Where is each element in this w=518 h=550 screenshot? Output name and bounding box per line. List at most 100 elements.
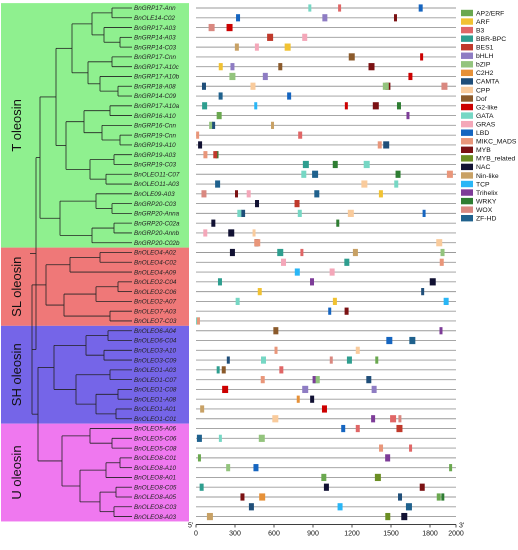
cis-element-box — [421, 288, 425, 296]
cis-element-box — [418, 4, 423, 12]
gene-label: BnOLEO5-C08 — [134, 445, 177, 452]
cis-element-box — [294, 200, 300, 208]
legend-label: GATA — [476, 113, 494, 120]
cis-element-box — [236, 14, 241, 22]
cis-element-box — [218, 92, 223, 100]
cis-element-box — [248, 503, 254, 511]
gene-label: BnGRP17-Cnn — [134, 54, 176, 61]
cis-element-box — [332, 297, 337, 305]
legend-swatch — [461, 18, 473, 25]
gene-label: BnOLE09-A03 — [134, 191, 175, 198]
gene-label: BnOLEO1-A08 — [134, 396, 177, 403]
cis-element-box — [196, 434, 202, 442]
gene-label: BnOLEO8-A03 — [134, 514, 177, 521]
cis-element-box — [371, 415, 376, 423]
gene-label: BnGRP19-Cnn — [134, 132, 176, 139]
cis-element-box — [321, 405, 327, 413]
cis-element-box — [361, 180, 368, 188]
cis-element-box — [401, 512, 408, 521]
cis-element-box — [344, 307, 349, 315]
cis-element-box — [196, 317, 200, 325]
cis-element-box — [347, 209, 354, 217]
cis-element-box — [310, 278, 315, 286]
cis-element-box — [296, 395, 300, 403]
cis-element-box — [312, 376, 316, 384]
position-axis: 0 300 600 900 1200 1500 1800 2000 5' 3' — [188, 523, 464, 538]
legend-swatch — [461, 61, 473, 68]
cis-element-box — [294, 268, 300, 276]
cis-element-box — [262, 72, 268, 81]
legend-label: NAC — [476, 164, 490, 171]
gene-label: BnOLEO6-C04 — [134, 338, 177, 345]
cis-element-box — [260, 376, 265, 384]
cis-element-box — [237, 209, 242, 217]
cis-element-box — [312, 170, 319, 178]
cis-element-box — [230, 63, 235, 71]
cis-element-box — [372, 102, 379, 110]
cis-element-box — [313, 376, 320, 384]
cis-element-box — [385, 454, 391, 462]
gene-label: BnOLEO4-A09 — [134, 269, 177, 276]
cis-element-box — [352, 248, 358, 257]
axis-start-label: 5' — [188, 523, 193, 530]
cis-element-box — [198, 141, 203, 149]
cis-element-box — [301, 170, 307, 178]
gene-label: BnOLEO5-A06 — [134, 426, 177, 433]
legend-swatch — [461, 197, 473, 205]
gene-label: BnOLEO2-C06 — [134, 289, 177, 296]
gene-label: BnOLEO2-A07 — [134, 299, 177, 306]
promoter-lines — [196, 7, 456, 518]
cis-element-box — [241, 209, 246, 217]
legend-label: GRAS — [476, 121, 496, 128]
cis-element-box — [215, 180, 221, 188]
cis-element-box — [368, 63, 375, 71]
gene-label: BnGRP14-C09 — [134, 93, 176, 100]
cis-element-box — [212, 121, 216, 129]
axis-tick-label: 1200 — [344, 531, 360, 538]
cis-element-box — [253, 464, 259, 472]
cis-element-box — [379, 444, 384, 452]
cis-element-box — [409, 336, 416, 345]
cis-element-box — [284, 43, 291, 51]
axis-tick-label: 300 — [229, 531, 241, 538]
gene-label: BnOLEO8-A01 — [134, 475, 176, 482]
cis-element-box — [216, 111, 222, 120]
cis-element-box — [261, 356, 266, 364]
cis-element-box — [321, 473, 327, 482]
cis-element-box — [396, 102, 401, 110]
cis-element-box — [281, 258, 287, 266]
cis-element-box — [375, 356, 379, 364]
gene-label: BnOLEO2-C04 — [134, 279, 177, 286]
gene-label: BnOLEO3-C09 — [134, 357, 177, 364]
axis-end-label: 3' — [459, 523, 464, 530]
cis-element-box — [329, 268, 335, 276]
gene-label: BnOLE14-C02 — [134, 15, 175, 22]
legend-swatch — [461, 44, 473, 51]
gene-label: BnOLEO1-A03 — [134, 367, 177, 374]
legend-swatch — [461, 52, 473, 59]
legend-label: Nin-like — [476, 173, 499, 180]
cis-element-box — [298, 131, 303, 139]
legend-swatch — [461, 26, 473, 34]
gene-label: BnGRP16-Cnn — [134, 123, 176, 130]
cis-element-box — [344, 102, 348, 110]
gene-label: BnOLEO11-C07 — [134, 171, 180, 178]
cis-element-box — [217, 278, 222, 286]
gene-label: BnGRP20-Annb — [134, 230, 180, 237]
cis-element-box — [246, 190, 251, 198]
cis-element-box — [208, 23, 215, 32]
gene-label: BnOLEO4-A02 — [134, 250, 177, 257]
cis-element-box — [229, 248, 235, 257]
cis-element-box — [366, 376, 372, 384]
cis-element-box — [302, 160, 309, 169]
gene-label: BnGRP16-A10 — [134, 113, 176, 120]
cis-element-box — [297, 209, 302, 217]
group-label: SH oleosin — [9, 343, 24, 406]
cis-element-box — [250, 82, 256, 90]
cis-element-box — [203, 151, 208, 159]
legend-label: G2-like — [476, 104, 498, 111]
gene-label: BnOLEO1-A01 — [134, 406, 176, 413]
cis-element-box — [383, 141, 390, 149]
cis-element-box — [449, 464, 453, 472]
cis-element-box — [302, 33, 308, 41]
